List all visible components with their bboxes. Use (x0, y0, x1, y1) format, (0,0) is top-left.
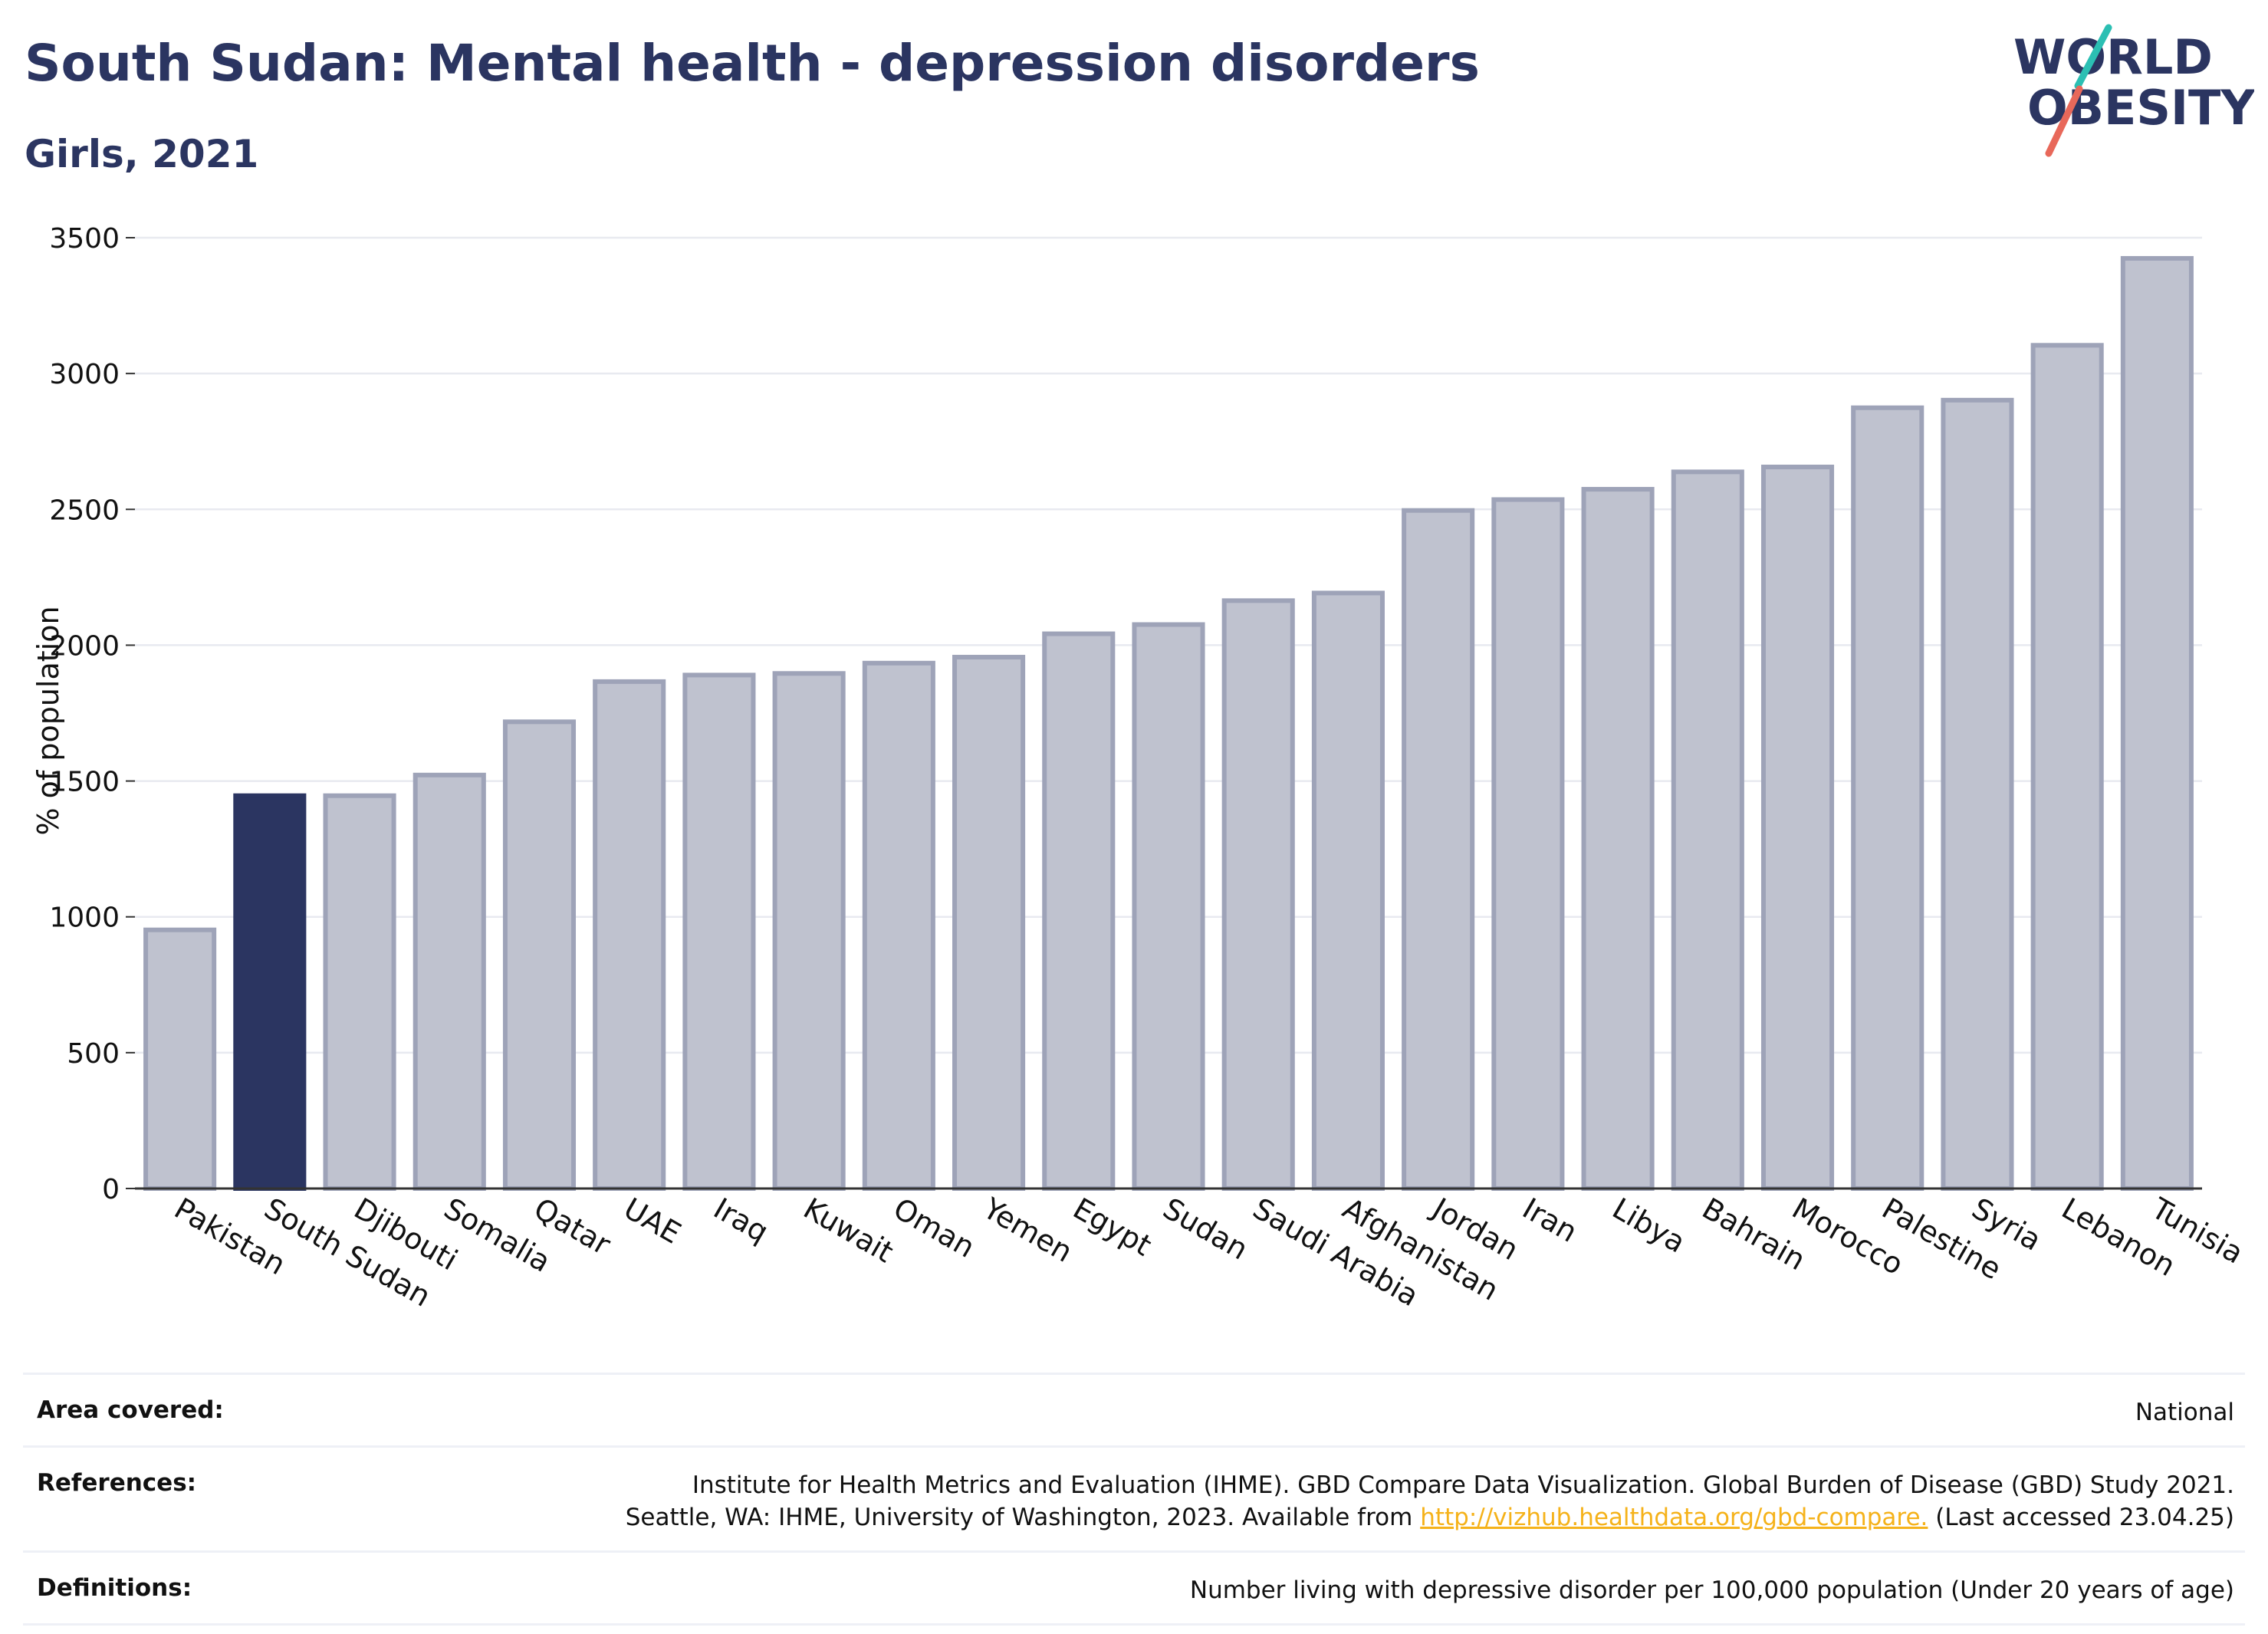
bar (682, 672, 756, 1191)
bar (1402, 508, 1475, 1191)
bar (952, 655, 1026, 1191)
x-tick-label: Sudan (1158, 1192, 1254, 1267)
references-line1: Institute for Health Metrics and Evaluat… (692, 1471, 2234, 1499)
bar (1042, 631, 1116, 1191)
logo-slash-teal (2074, 24, 2112, 90)
footer-row-references: References: Institute for Health Metrics… (23, 1445, 2245, 1550)
bar (1491, 497, 1565, 1191)
bar (593, 679, 666, 1191)
y-tick-label: 2500 (49, 495, 120, 526)
references-label: References: (37, 1469, 197, 1497)
bar (323, 793, 396, 1191)
bars (143, 255, 2194, 1192)
y-tick-label: 1500 (49, 767, 120, 798)
bar (2120, 255, 2194, 1192)
bar (1221, 598, 1295, 1191)
chart-title: South Sudan: Mental health - depression … (25, 34, 1480, 93)
y-tick-label: 1000 (49, 902, 120, 934)
x-tick-label: Kuwait (798, 1192, 899, 1270)
footer-table: Area covered: National References: Insti… (23, 1373, 2245, 1626)
bar (1941, 397, 2014, 1191)
bar (1132, 622, 1205, 1191)
bar (862, 660, 935, 1191)
y-tick-label: 0 (102, 1174, 120, 1205)
chart-subtitle: Girls, 2021 (25, 132, 259, 176)
footer-row-area: Area covered: National (23, 1373, 2245, 1445)
y-axis-label: % of population (31, 606, 65, 835)
bar (1760, 465, 1835, 1191)
area-covered-label: Area covered: (37, 1396, 224, 1424)
x-tick-label: Yemen (977, 1191, 1078, 1269)
footer-row-definitions: Definitions: Number living with depressi… (23, 1550, 2245, 1626)
references-line2-suffix: (Last accessed 23.04.25) (1935, 1504, 2234, 1531)
bar (502, 719, 577, 1191)
x-tick-label: Oman (888, 1192, 981, 1264)
y-tick-label: 3500 (49, 223, 120, 255)
references-link[interactable]: http://vizhub.healthdata.org/gbd-compare… (1420, 1504, 1928, 1531)
bar (1851, 405, 1925, 1191)
references-line2-prefix: Seattle, WA: IHME, University of Washing… (625, 1504, 1413, 1531)
world-obesity-logo: WORLD OBESITY (2013, 24, 2254, 157)
x-tick-label: Libya (1607, 1192, 1691, 1260)
logo-slash-coral (2045, 85, 2083, 157)
definitions-label: Definitions: (37, 1574, 192, 1602)
references-value: Institute for Health Metrics and Evaluat… (626, 1469, 2234, 1534)
definitions-value: Number living with depressive disorder p… (1189, 1576, 2234, 1604)
x-tick-label: UAE (618, 1192, 686, 1251)
x-tick-label: Iraq (708, 1192, 774, 1249)
logo-text-world: WORLD (2013, 29, 2213, 85)
bar-highlight (233, 793, 307, 1191)
y-tick-label: 500 (67, 1038, 120, 1070)
bar (1581, 487, 1655, 1191)
y-tick-label: 2000 (49, 630, 120, 662)
bar (772, 671, 846, 1191)
bar (1311, 590, 1385, 1191)
bar (2030, 343, 2104, 1192)
y-tick-label: 3000 (49, 359, 120, 390)
bar (1671, 469, 1744, 1191)
x-tick-label: Egypt (1067, 1192, 1157, 1263)
x-tick-label: Bahrain (1697, 1192, 1811, 1277)
x-tick-label: Iran (1517, 1192, 1583, 1249)
bar (143, 927, 217, 1191)
bar (413, 772, 486, 1191)
area-covered-value: National (2135, 1399, 2234, 1426)
bar-chart: 0500100015002000250030003500PakistanSout… (31, 223, 2249, 1313)
